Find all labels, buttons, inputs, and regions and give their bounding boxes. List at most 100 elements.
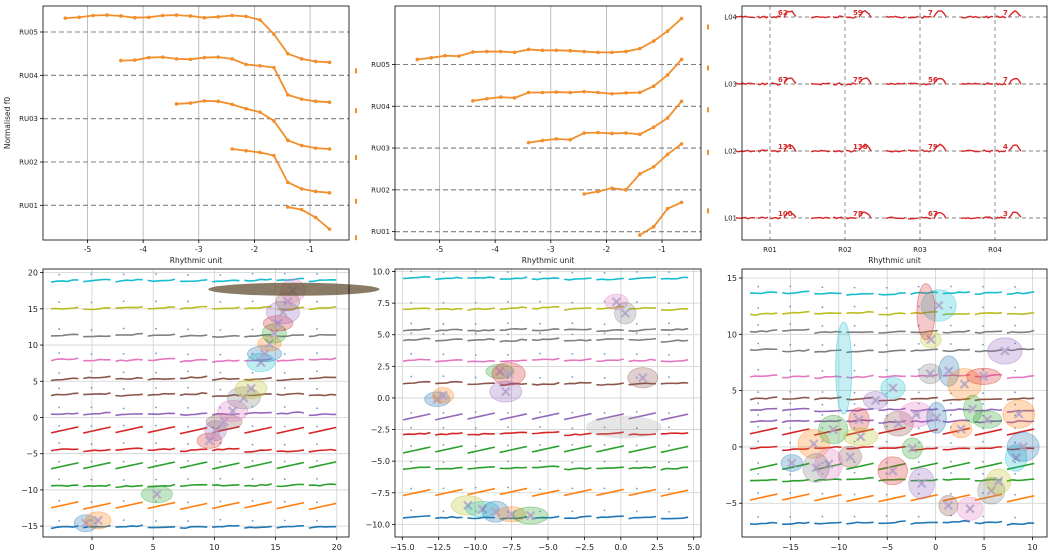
band-marker-dot (316, 300, 318, 303)
band-marker-dot (442, 461, 445, 464)
contour-point (568, 137, 573, 142)
band-contour (660, 276, 689, 280)
centroid-cross (931, 413, 942, 423)
clipped-label-fragment (355, 68, 357, 74)
band-contour (531, 357, 560, 361)
centroid-cross (824, 459, 834, 469)
band-contour (531, 337, 560, 342)
band-contour (910, 462, 939, 470)
contour-point (230, 57, 234, 61)
band-marker-dot (821, 286, 824, 289)
band-contour (147, 392, 176, 397)
mini-contour (858, 211, 872, 219)
band-contour (50, 501, 79, 509)
band-marker-dot (571, 271, 574, 274)
centroid-cross (1014, 409, 1024, 419)
contour-point (651, 84, 656, 89)
band-marker-dot (821, 440, 824, 443)
contour-point (327, 100, 332, 104)
band-contour (814, 330, 842, 335)
mini-contour (845, 149, 857, 153)
band-contour (974, 428, 1003, 437)
band-marker-dot (187, 443, 190, 446)
band-contour (660, 413, 689, 421)
contour-point (160, 13, 165, 18)
band-marker-dot (539, 322, 542, 325)
band-contour (83, 278, 111, 283)
band-marker-dot (442, 510, 445, 513)
band-marker-dot (283, 443, 286, 446)
centroid-cross (809, 439, 819, 449)
centroid-cross (959, 379, 970, 389)
band-marker-dot (885, 369, 888, 372)
mini-contour (885, 216, 906, 220)
bottom-middle-scatter-panel: −15.0 −12.5 −10.0 −7.5 −5.0 −2.5 0.0 2.5 5.0 −10.… (365, 268, 702, 552)
band-contour (179, 358, 208, 363)
band-marker-dot (571, 510, 574, 513)
band-contour (942, 461, 971, 470)
band-marker-dot (757, 462, 760, 464)
band-marker-dot (853, 427, 856, 429)
band-contour (531, 381, 560, 386)
band-contour (244, 483, 272, 488)
contour-point (624, 188, 628, 192)
mini-contour (960, 15, 981, 19)
band-marker-dot (853, 324, 856, 327)
band-contour (276, 377, 305, 382)
band-marker-dot (539, 300, 542, 303)
band-contour (499, 445, 528, 454)
elongated-cluster-ellipse (835, 321, 853, 415)
band-contour (467, 328, 495, 333)
band-contour (596, 488, 624, 497)
band-contour (50, 525, 79, 530)
band-marker-dot (917, 305, 920, 308)
centroid-cross (432, 394, 443, 404)
band-contour (402, 466, 431, 471)
contour-point (651, 39, 656, 43)
band-marker-dot (789, 473, 792, 476)
band-marker-dot (757, 515, 760, 518)
contour-point (258, 110, 262, 114)
mini-contour (885, 82, 906, 86)
contour-point (202, 15, 207, 20)
band-marker-dot (154, 500, 157, 503)
band-contour (782, 447, 810, 452)
band-contour (942, 373, 971, 377)
contour-line (120, 56, 330, 104)
y-tick-label: 0 (33, 413, 38, 422)
clipped-label-fragment (355, 198, 357, 204)
band-contour (878, 494, 906, 503)
band-marker-dot (122, 407, 125, 410)
band-marker-dot (474, 445, 477, 448)
band-contour (308, 393, 337, 397)
centroid-cross (503, 369, 514, 379)
band-marker-dot (187, 520, 190, 522)
band-marker-dot (885, 414, 888, 417)
mini-contour (858, 143, 872, 152)
band-marker-dot (283, 272, 286, 275)
band-contour (781, 407, 810, 412)
band-marker-dot (90, 425, 93, 427)
band-contour (244, 278, 272, 282)
band-marker-dot (982, 343, 984, 346)
band-contour (308, 333, 337, 338)
band-contour (435, 307, 463, 311)
band-marker-dot (885, 344, 888, 346)
band-marker-dot (885, 461, 888, 464)
centroid-cross (956, 424, 966, 434)
band-contour (846, 349, 874, 354)
contour-point (286, 180, 290, 185)
band-marker-dot (219, 329, 222, 331)
band-marker-dot (1014, 286, 1016, 288)
band-marker-dot (885, 324, 888, 327)
band-contour (846, 476, 874, 481)
centroid-cross (477, 504, 488, 514)
band-marker-dot (853, 305, 856, 308)
band-marker-dot (853, 471, 856, 474)
band-marker-dot (283, 460, 286, 463)
band-marker-dot (789, 323, 792, 326)
mini-contour (995, 216, 1007, 220)
band-contour (147, 483, 176, 488)
band-marker-dot (603, 353, 606, 355)
band-marker-dot (187, 274, 190, 276)
